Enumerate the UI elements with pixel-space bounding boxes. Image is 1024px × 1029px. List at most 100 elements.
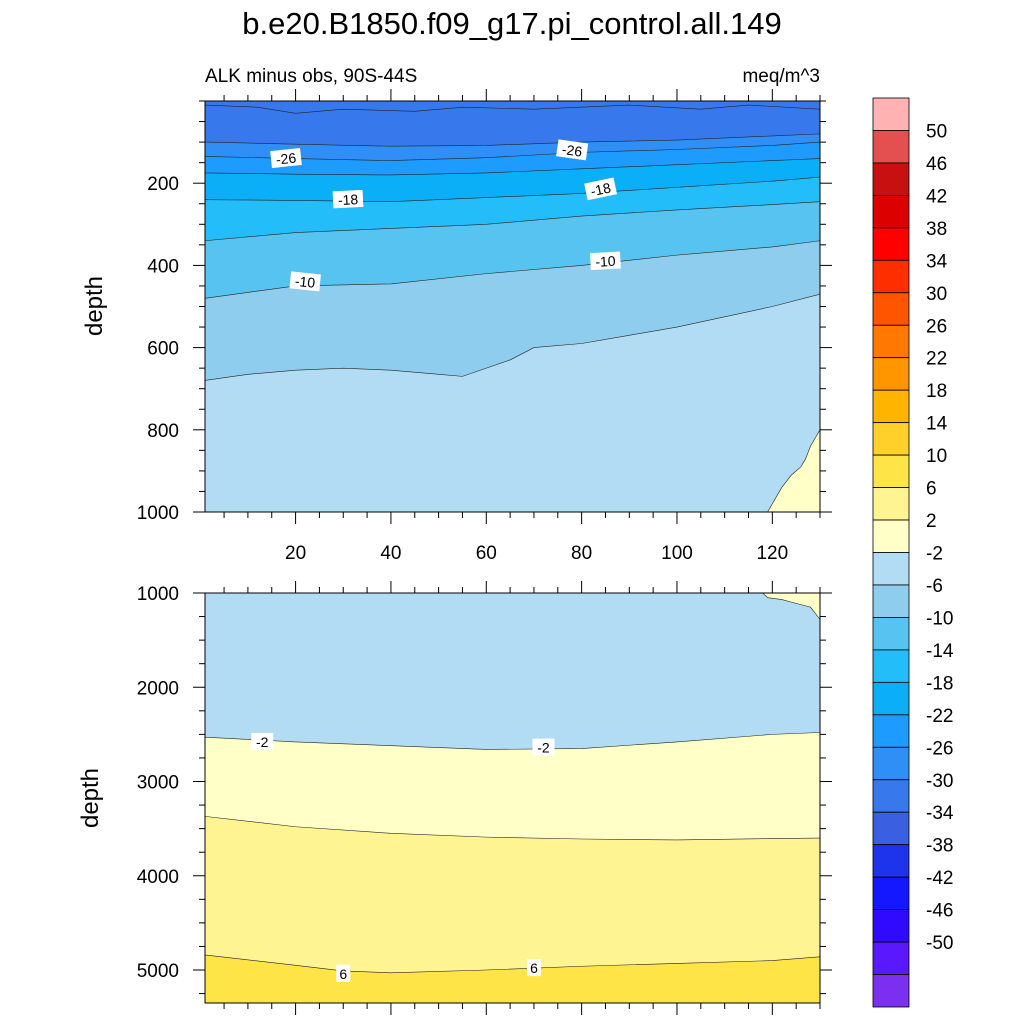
contour-label: -2 <box>532 738 555 756</box>
bottom-y-axis-label: depth <box>77 768 104 828</box>
colorbar-swatch <box>872 454 910 488</box>
contour-label: -26 <box>556 139 589 161</box>
colorbar-swatch <box>872 357 910 391</box>
contour-line <box>204 158 821 176</box>
contour-label: -26 <box>270 148 302 169</box>
colorbar-swatch <box>872 487 910 521</box>
contour-line <box>204 104 821 114</box>
colorbar-label: -30 <box>926 771 953 792</box>
bottom-axes: 1000 2000 3000 4000 5000 <box>137 581 832 1015</box>
contour-label-bg <box>584 177 618 201</box>
colorbar-swatch <box>872 552 910 586</box>
contour-label: -10 <box>590 251 621 271</box>
y-tick-label: 200 <box>147 174 179 195</box>
top-contour-lines <box>204 104 821 513</box>
contour-line <box>204 141 821 161</box>
colorbar-swatch <box>872 844 910 878</box>
colorbar-swatch <box>872 779 910 813</box>
colorbar-label: 2 <box>926 511 937 532</box>
contour-label: -2 <box>251 732 274 750</box>
colorbar-label: 26 <box>926 316 947 337</box>
colorbar-label: -2 <box>926 544 943 565</box>
contour-label-bg <box>526 959 541 977</box>
colorbar-label: -38 <box>926 836 953 857</box>
x-tick-label: 40 <box>380 543 401 564</box>
contour-line <box>204 176 821 202</box>
contour-band <box>205 177 820 241</box>
colorbar-swatch <box>872 974 910 1008</box>
colorbar-label: -34 <box>926 803 954 824</box>
colorbar-swatch <box>872 389 910 424</box>
contour-band <box>205 954 820 1003</box>
colorbar-swatch <box>872 259 910 294</box>
top-axes: 200 400 600 800 1000 20 40 60 80 100 120 <box>137 89 832 564</box>
colorbar-label: -6 <box>926 576 943 597</box>
contour-label-bg <box>289 271 321 292</box>
y-tick-label: 5000 <box>137 961 179 982</box>
colorbar-label: -22 <box>926 706 953 727</box>
colorbar-swatch <box>872 227 910 261</box>
colorbar-swatch <box>872 292 910 326</box>
contour-band <box>205 593 820 750</box>
colorbar-label: 6 <box>926 479 937 500</box>
contour-label-bg <box>270 148 302 169</box>
contour-label: 6 <box>336 964 351 982</box>
contour-label-bg <box>556 139 589 161</box>
colorbar-label: -50 <box>926 933 953 954</box>
colorbar-swatch <box>872 909 910 943</box>
colorbar-label: 34 <box>926 251 948 272</box>
colorbar-swatch <box>872 941 910 975</box>
y-tick-label: 800 <box>147 421 179 442</box>
colorbar-label: 22 <box>926 349 947 370</box>
colorbar-swatch <box>872 130 910 164</box>
contour-label-bg <box>251 732 274 750</box>
bottom-panel: -2 -2 6 6 1000 2000 3000 4000 5000 depth <box>77 581 832 1015</box>
contour-label-text: -26 <box>561 141 583 160</box>
colorbar-swatch <box>872 194 910 229</box>
colorbar-label: 46 <box>926 154 947 175</box>
contour-label-text: 6 <box>339 966 347 982</box>
colorbar-swatch <box>872 876 910 911</box>
contour-label-bg <box>332 189 364 209</box>
contour-band <box>205 142 820 175</box>
contour-line <box>204 816 821 841</box>
y-tick-label: 400 <box>147 256 179 277</box>
x-tick-label: 60 <box>476 543 497 564</box>
contour-label-text: -18 <box>589 179 612 199</box>
top-panel: -26 -26 -18 -18 -10 -10 200 400 600 800 1000 20 40 6… <box>81 89 832 564</box>
contour-band <box>205 294 820 512</box>
y-tick-label: 600 <box>147 339 179 360</box>
bottom-contour-labels: -2 -2 6 6 <box>251 732 555 982</box>
contour-label: 6 <box>526 959 541 977</box>
contour-band <box>205 732 820 840</box>
colorbar-swatch <box>872 162 910 196</box>
chart-title: b.e20.B1850.f09_g17.pi_control.all.149 <box>242 6 782 41</box>
x-tick-label: 80 <box>571 543 592 564</box>
y-tick-label: 1000 <box>137 503 179 524</box>
contour-label: -18 <box>584 177 618 201</box>
y-tick-label: 4000 <box>137 867 179 888</box>
colorbar-swatch <box>872 422 910 456</box>
colorbar: 50 46 42 38 34 30 26 22 18 14 10 6 2 -2 -6 -10 -14 -18 -22… <box>872 97 954 1008</box>
y-tick-label: 1000 <box>137 584 179 605</box>
colorbar-label: -42 <box>926 868 953 889</box>
colorbar-label: 42 <box>926 186 947 207</box>
colorbar-swatch <box>872 714 910 748</box>
x-tick-label: 100 <box>661 543 693 564</box>
contour-band <box>767 429 820 512</box>
chart-units: meq/m^3 <box>742 66 820 87</box>
colorbar-swatch <box>872 811 910 846</box>
contour-band <box>205 240 820 381</box>
colorbar-label: -18 <box>926 673 953 694</box>
contour-label-text: 6 <box>530 960 538 976</box>
contour-band <box>762 593 820 620</box>
x-tick-label: 20 <box>285 543 306 564</box>
colorbar-label: 38 <box>926 219 947 240</box>
colorbar-label: 30 <box>926 284 947 305</box>
colorbar-label: -46 <box>926 901 953 922</box>
contour-label-text: -18 <box>338 191 359 208</box>
contour-label: -18 <box>332 189 364 209</box>
colorbar-swatch <box>872 324 910 359</box>
